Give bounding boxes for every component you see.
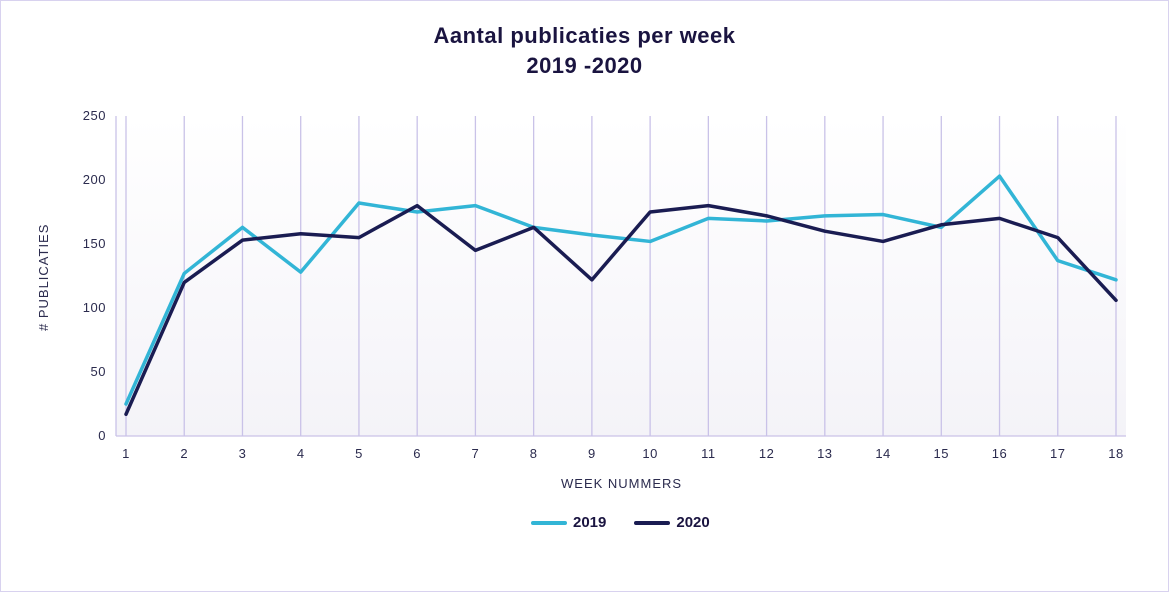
xtick-label: 11 bbox=[688, 446, 728, 461]
xtick-label: 13 bbox=[805, 446, 845, 461]
plot-area bbox=[116, 116, 1126, 436]
legend-item-2020: 2020 bbox=[634, 514, 709, 531]
ytick-label: 100 bbox=[56, 300, 106, 315]
chart-title-line2: 2019 -2020 bbox=[1, 53, 1168, 79]
ytick-label: 50 bbox=[56, 364, 106, 379]
xtick-label: 9 bbox=[572, 446, 612, 461]
ytick-label: 150 bbox=[56, 236, 106, 251]
legend-label: 2020 bbox=[676, 514, 709, 531]
xtick-label: 4 bbox=[281, 446, 321, 461]
ytick-label: 200 bbox=[56, 172, 106, 187]
chart-title-line1: Aantal publicaties per week bbox=[1, 23, 1168, 49]
x-axis-label: WEEK NUMMERS bbox=[561, 476, 682, 491]
xtick-label: 7 bbox=[455, 446, 495, 461]
legend-swatch bbox=[634, 521, 670, 525]
xtick-label: 15 bbox=[921, 446, 961, 461]
xtick-label: 8 bbox=[514, 446, 554, 461]
legend-swatch bbox=[531, 521, 567, 525]
xtick-label: 16 bbox=[980, 446, 1020, 461]
xtick-label: 14 bbox=[863, 446, 903, 461]
plot-svg bbox=[116, 116, 1126, 436]
legend-item-2019: 2019 bbox=[531, 514, 606, 531]
xtick-label: 2 bbox=[164, 446, 204, 461]
chart-frame: Aantal publicaties per week 2019 -2020 2… bbox=[0, 0, 1169, 592]
legend-label: 2019 bbox=[573, 514, 606, 531]
xtick-label: 3 bbox=[222, 446, 262, 461]
xtick-label: 6 bbox=[397, 446, 437, 461]
y-axis-label: # PUBLICATIES bbox=[36, 224, 51, 331]
xtick-label: 1 bbox=[106, 446, 146, 461]
plot-background bbox=[116, 116, 1126, 436]
legend: 2019 2020 bbox=[531, 514, 710, 531]
ytick-label: 0 bbox=[56, 428, 106, 443]
xtick-label: 17 bbox=[1038, 446, 1078, 461]
ytick-label: 250 bbox=[56, 108, 106, 123]
xtick-label: 10 bbox=[630, 446, 670, 461]
xtick-label: 5 bbox=[339, 446, 379, 461]
xtick-label: 18 bbox=[1096, 446, 1136, 461]
xtick-label: 12 bbox=[747, 446, 787, 461]
